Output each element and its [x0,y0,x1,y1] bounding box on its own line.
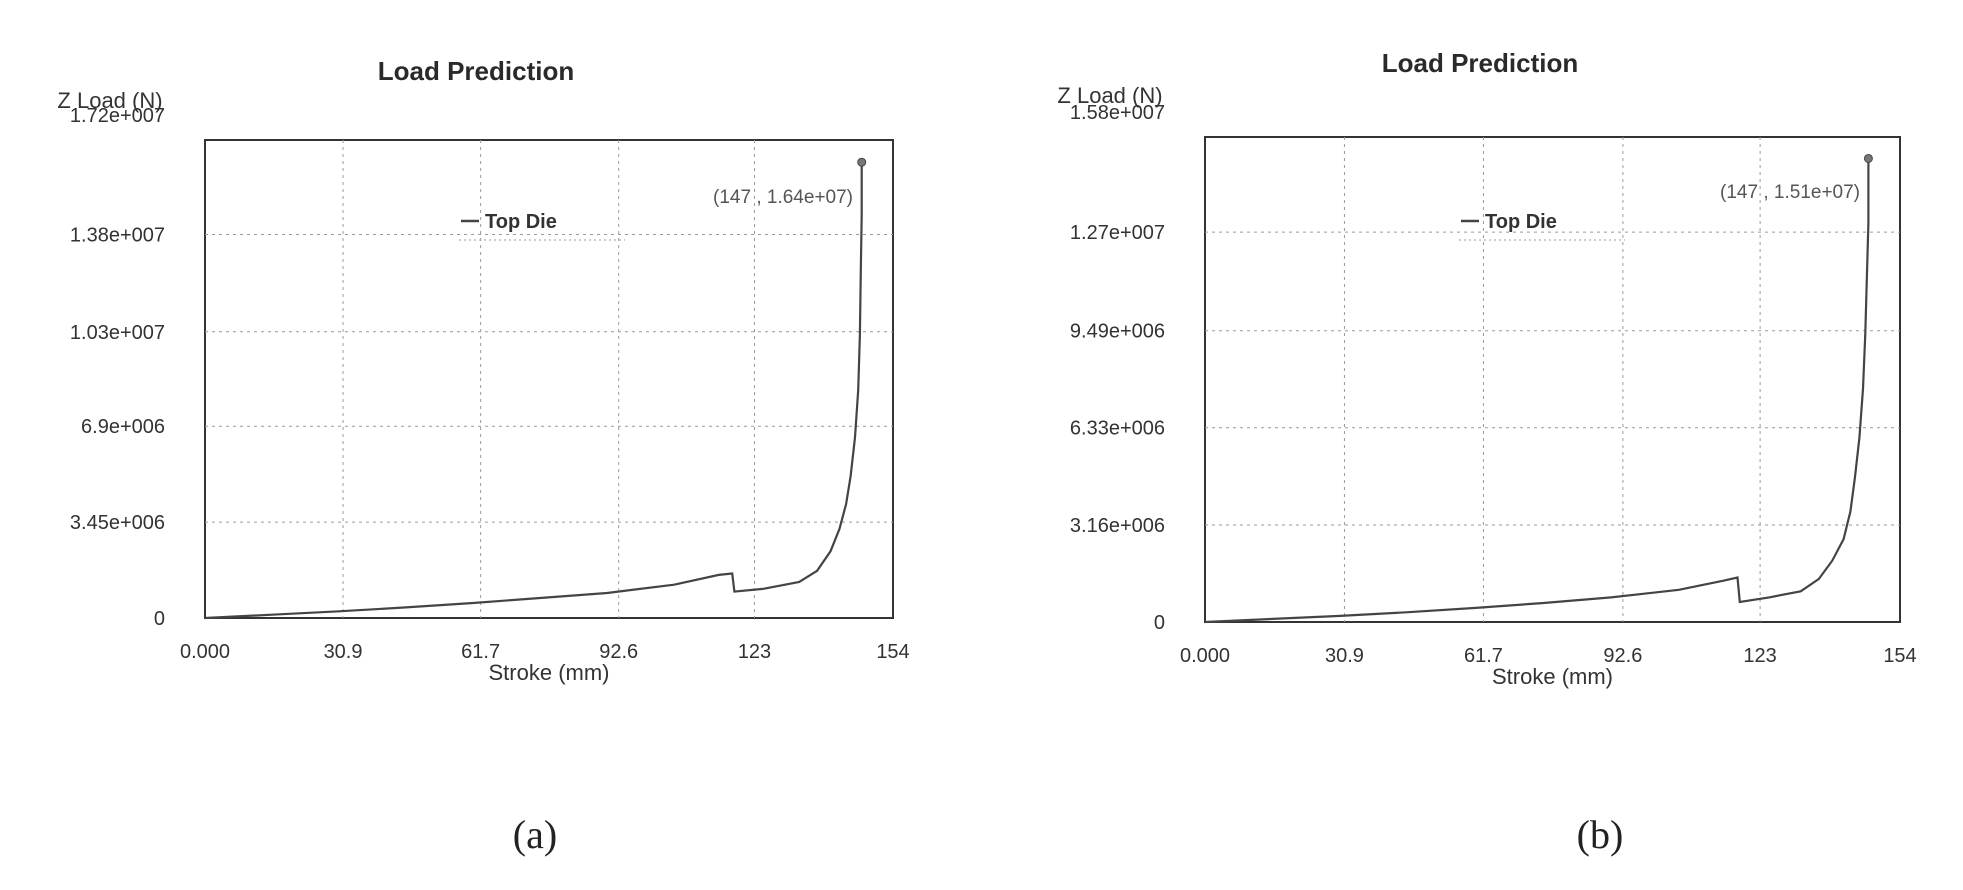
x-tick-label: 92.6 [599,641,638,663]
x-tick-label: 61.7 [1464,645,1503,667]
y-tick-label: 6.33e+006 [1070,418,1165,440]
y-tick-label: 1.27e+007 [1070,222,1165,244]
legend: Top Die [459,211,625,241]
legend-label: Top Die [1485,211,1557,233]
x-tick-label: 154 [876,641,909,663]
figure-caption: (a) [513,812,557,857]
peak-annotation: (147 , 1.51e+07) [1720,182,1860,203]
chart-title: Load Prediction [378,56,574,86]
x-axis-label: Stroke (mm) [1492,664,1613,689]
x-tick-label: 123 [738,641,771,663]
x-tick-label: 0.000 [180,641,230,663]
y-tick-label: 0 [1154,612,1165,634]
y-tick-label: 3.45e+006 [70,512,165,534]
peak-annotation: (147 , 1.64e+07) [713,187,853,208]
legend: Top Die [1459,211,1625,241]
y-tick-label: 1.38e+007 [70,224,165,246]
chart-b: 0.000 30.9 61.7 92.6 123 154 0 3.16e+006 6.33e+0… [1057,48,1916,857]
series-line-top-die [1204,158,1870,624]
x-tick-label: 154 [1883,645,1916,667]
y-tick-label: 6.9e+006 [81,416,165,438]
peak-marker [857,157,867,167]
chart-a: 0.000 30.9 61.7 92.6 123 154 0 3.45e+006 6.9e+00… [57,56,909,857]
y-axis-label: Z Load (N) [1057,83,1162,108]
y-tick-label: 0 [154,608,165,630]
y-axis-label: Z Load (N) [57,88,162,113]
chart-title: Load Prediction [1382,48,1578,78]
plot-area [1204,136,1901,623]
y-tick-label: 1.72e+007 [70,105,165,127]
x-axis-label: Stroke (mm) [489,660,610,685]
x-tick-label: 61.7 [461,641,500,663]
y-tick-label: 1.58e+007 [1070,102,1165,124]
plot-area [204,139,894,619]
peak-marker [1863,153,1873,163]
x-tick-label: 30.9 [1325,645,1364,667]
x-tick-label: 92.6 [1603,645,1642,667]
x-tick-label: 123 [1743,645,1776,667]
legend-label: Top Die [485,211,557,233]
y-tick-label: 3.16e+006 [1070,515,1165,537]
figure-caption: (b) [1577,812,1624,857]
x-tick-label: 30.9 [324,641,363,663]
series-line-top-die [204,162,863,620]
y-tick-label: 1.03e+007 [70,322,165,344]
x-tick-label: 0.000 [1180,645,1230,667]
y-tick-label: 9.49e+006 [1070,321,1165,343]
